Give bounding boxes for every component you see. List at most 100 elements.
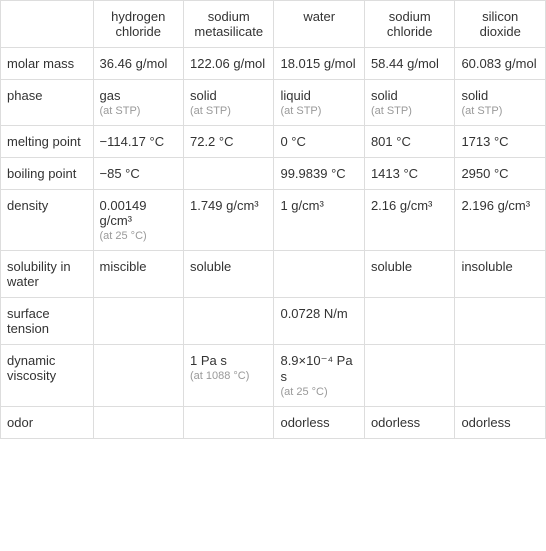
cell-main-value: −114.17 °C	[100, 134, 165, 149]
cell-main-value: 1 Pa s	[190, 353, 227, 368]
row-label: odor	[1, 407, 94, 439]
row-label: boiling point	[1, 158, 94, 190]
data-cell	[274, 251, 364, 298]
cell-main-value: 0.0728 N/m	[280, 306, 347, 321]
cell-sub-value: (at STP)	[100, 105, 177, 117]
table-row: melting point−114.17 °C72.2 °C0 °C801 °C…	[1, 126, 546, 158]
cell-main-value: 1713 °C	[461, 134, 508, 149]
data-cell	[183, 158, 273, 190]
data-cell: 8.9×10⁻⁴ Pa s (at 25 °C)	[274, 345, 364, 407]
cell-main-value: solid	[371, 88, 398, 103]
row-label: molar mass	[1, 48, 94, 80]
table-row: molar mass 36.46 g/mol 122.06 g/mol 18.015 …	[1, 48, 546, 80]
table-row: density0.00149 g/cm³ (at 25 °C) 1.749 g/cm…	[1, 190, 546, 251]
data-cell: odorless	[455, 407, 546, 439]
data-cell: miscible	[93, 251, 183, 298]
cell-sub-value: (at STP)	[371, 105, 448, 117]
data-cell: 0.0728 N/m	[274, 298, 364, 345]
cell-main-value: 122.06 g/mol	[190, 56, 265, 71]
data-cell: 1713 °C	[455, 126, 546, 158]
data-cell: 2950 °C	[455, 158, 546, 190]
cell-main-value: soluble	[371, 259, 412, 274]
cell-main-value: 1.749 g/cm³	[190, 198, 259, 213]
data-cell: 60.083 g/mol	[455, 48, 546, 80]
row-label: density	[1, 190, 94, 251]
data-cell: 1413 °C	[364, 158, 454, 190]
header-cell-sodium-chloride: sodium chloride	[364, 1, 454, 48]
table-body: molar mass 36.46 g/mol 122.06 g/mol 18.015 …	[1, 48, 546, 439]
cell-main-value: solid	[461, 88, 488, 103]
data-cell: soluble	[183, 251, 273, 298]
data-cell: solid (at STP)	[364, 80, 454, 126]
cell-main-value: soluble	[190, 259, 231, 274]
row-label: surface tension	[1, 298, 94, 345]
data-cell: 2.196 g/cm³	[455, 190, 546, 251]
cell-main-value: odorless	[461, 415, 510, 430]
cell-main-value: 801 °C	[371, 134, 411, 149]
cell-main-value: 36.46 g/mol	[100, 56, 168, 71]
cell-main-value: 58.44 g/mol	[371, 56, 439, 71]
data-cell: 1.749 g/cm³	[183, 190, 273, 251]
table-row: solubility in watermiscible soluble solubl…	[1, 251, 546, 298]
data-cell: gas (at STP)	[93, 80, 183, 126]
cell-main-value: 1413 °C	[371, 166, 418, 181]
table-row: dynamic viscosity 1 Pa s (at 1088 °C) 8.9×1…	[1, 345, 546, 407]
data-cell: −85 °C	[93, 158, 183, 190]
cell-sub-value: (at STP)	[461, 105, 539, 117]
cell-main-value: 99.9839 °C	[280, 166, 345, 181]
data-cell: 72.2 °C	[183, 126, 273, 158]
data-cell: 36.46 g/mol	[93, 48, 183, 80]
data-cell	[93, 345, 183, 407]
cell-main-value: 8.9×10⁻⁴ Pa s	[280, 353, 352, 384]
data-cell: 801 °C	[364, 126, 454, 158]
cell-main-value: 18.015 g/mol	[280, 56, 355, 71]
row-label: phase	[1, 80, 94, 126]
data-cell: 18.015 g/mol	[274, 48, 364, 80]
header-cell-sodium-metasilicate: sodium metasilicate	[183, 1, 273, 48]
row-label: dynamic viscosity	[1, 345, 94, 407]
cell-sub-value: (at 1088 °C)	[190, 370, 267, 382]
cell-main-value: 72.2 °C	[190, 134, 234, 149]
data-cell: insoluble	[455, 251, 546, 298]
data-cell	[364, 298, 454, 345]
data-cell	[183, 298, 273, 345]
data-cell: solid (at STP)	[183, 80, 273, 126]
table-row: phase gas (at STP) solid (at STP) liquid (at S…	[1, 80, 546, 126]
data-cell	[93, 407, 183, 439]
properties-table: hydrogen chloride sodium metasilicate wa…	[0, 0, 546, 439]
data-cell: solid (at STP)	[455, 80, 546, 126]
data-cell: −114.17 °C	[93, 126, 183, 158]
header-cell-hydrogen-chloride: hydrogen chloride	[93, 1, 183, 48]
cell-main-value: 2.16 g/cm³	[371, 198, 432, 213]
cell-main-value: odorless	[280, 415, 329, 430]
data-cell: 0 °C	[274, 126, 364, 158]
data-cell: 122.06 g/mol	[183, 48, 273, 80]
cell-main-value: 1 g/cm³	[280, 198, 323, 213]
cell-main-value: gas	[100, 88, 121, 103]
cell-main-value: 2950 °C	[461, 166, 508, 181]
data-cell: 0.00149 g/cm³ (at 25 °C)	[93, 190, 183, 251]
table-row: odor odorless odorless odorless	[1, 407, 546, 439]
cell-main-value: 0.00149 g/cm³	[100, 198, 147, 228]
cell-main-value: insoluble	[461, 259, 512, 274]
table-row: surface tension 0.0728 N/m	[1, 298, 546, 345]
data-cell: odorless	[364, 407, 454, 439]
cell-main-value: solid	[190, 88, 217, 103]
data-cell: 1 Pa s (at 1088 °C)	[183, 345, 273, 407]
data-cell: 58.44 g/mol	[364, 48, 454, 80]
cell-sub-value: (at STP)	[280, 105, 357, 117]
cell-main-value: 0 °C	[280, 134, 305, 149]
data-cell	[364, 345, 454, 407]
table-row: boiling point−85 °C 99.9839 °C 1413 °C 2950…	[1, 158, 546, 190]
header-cell-silicon-dioxide: silicon dioxide	[455, 1, 546, 48]
cell-main-value: odorless	[371, 415, 420, 430]
row-label: solubility in water	[1, 251, 94, 298]
cell-main-value: liquid	[280, 88, 310, 103]
cell-sub-value: (at 25 °C)	[280, 386, 357, 398]
data-cell	[93, 298, 183, 345]
data-cell: 2.16 g/cm³	[364, 190, 454, 251]
cell-sub-value: (at 25 °C)	[100, 230, 177, 242]
data-cell: 1 g/cm³	[274, 190, 364, 251]
header-row: hydrogen chloride sodium metasilicate wa…	[1, 1, 546, 48]
cell-sub-value: (at STP)	[190, 105, 267, 117]
